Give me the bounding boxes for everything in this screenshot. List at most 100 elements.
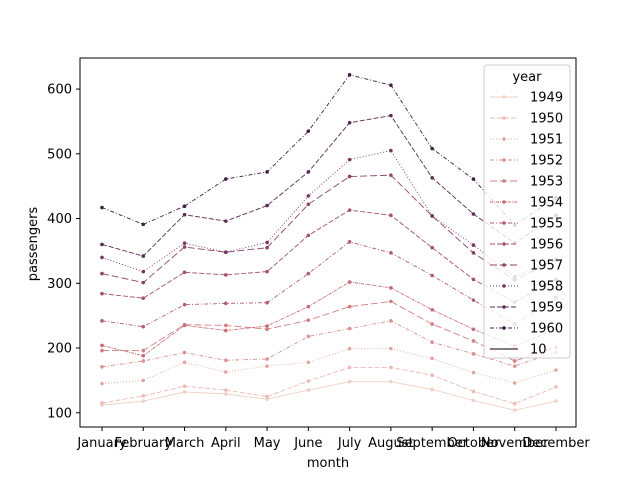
data-point-1959 [141,254,146,258]
data-point-1956 [347,208,352,212]
data-point-1952 [100,364,104,369]
data-point-1960 [306,129,311,133]
data-point-1958 [224,250,228,255]
data-point-1955 [265,300,269,305]
legend-marker [502,179,506,183]
series-lines [100,73,558,412]
x-tick-label: July [337,436,362,451]
data-point-1950 [224,388,228,392]
data-point-1959 [306,170,311,174]
legend-marker [502,158,506,162]
data-point-1953 [265,327,269,332]
data-point-1953 [224,323,228,328]
legend-marker [502,116,506,120]
x-tick-label: September [396,436,469,451]
data-point-1953 [100,348,104,353]
data-point-1960 [182,204,187,209]
legend-marker [502,137,506,141]
legend-label-1951: 1951 [530,133,563,148]
data-point-1957 [471,251,476,255]
data-point-1952 [182,350,187,355]
series-line-1959 [101,115,557,257]
series-line-1949 [101,381,557,411]
data-point-1958 [430,214,434,218]
data-point-1950 [347,365,352,370]
data-point-1951 [430,356,434,361]
data-point-1959 [182,212,187,217]
data-point-1953 [512,359,517,363]
y-tick-label: 500 [47,147,72,162]
data-point-1960 [265,170,269,174]
series-line-1958 [101,150,557,278]
data-point-1954 [224,328,228,333]
data-point-1957 [389,173,393,177]
data-point-1951 [100,381,104,386]
data-point-1959 [471,212,476,216]
data-point-1951 [224,370,228,374]
data-point-1952 [265,357,269,361]
plot-frame [79,57,577,428]
legend-label-1953: 1953 [530,175,563,190]
x-tick-label: April [211,436,241,451]
data-point-1950 [182,384,187,389]
data-point-1951 [389,346,393,351]
data-point-1957 [265,245,269,250]
data-point-1954 [471,327,476,332]
legend-label-1960: 1960 [530,322,563,337]
data-point-1955 [182,302,187,307]
data-point-1953 [471,339,476,343]
data-point-1957 [306,202,311,207]
data-point-1954 [306,304,311,309]
data-point-1954 [265,324,269,328]
data-point-1956 [100,291,104,296]
data-point-1953 [389,299,393,304]
data-point-1958 [141,269,146,274]
data-point-1960 [471,177,476,181]
data-point-1956 [224,273,228,277]
data-point-1958 [389,148,393,153]
series-line-1953 [102,300,557,362]
legend-marker [502,284,506,288]
data-point-1952 [430,340,434,344]
data-point-1959 [430,175,434,180]
data-point-1950 [265,394,269,399]
data-point-1949 [430,387,434,392]
series-line-1960 [101,74,557,226]
data-point-1953 [347,304,352,309]
data-point-1955 [389,251,393,255]
legend-label-1954: 1954 [530,196,563,211]
data-point-1952 [471,352,476,356]
data-point-1953 [306,318,311,322]
data-point-1950 [430,373,434,378]
legend-size-label: 10 [530,343,547,358]
data-point-1949 [306,388,311,392]
axes [79,57,577,428]
data-point-1959 [224,219,228,223]
data-point-1958 [347,157,352,162]
data-point-1956 [430,245,434,250]
data-point-1957 [141,280,146,285]
data-point-1955 [471,298,476,302]
data-point-1950 [141,394,146,398]
data-point-1958 [100,255,104,260]
x-tick-label: January [76,436,127,451]
legend: year 1949 1950 1951 1952 1953 1954 1955 1956 195… [483,64,571,359]
y-tick-label: 300 [47,277,72,292]
legend-marker [502,242,506,246]
data-point-1951 [265,364,269,368]
data-point-1951 [554,368,558,372]
data-point-1951 [182,360,187,365]
data-point-1949 [224,392,228,396]
legend-label-1959: 1959 [530,301,563,316]
data-point-1949 [182,390,187,394]
x-tick-label: May [254,436,281,451]
legend-label-1949: 1949 [530,91,563,106]
data-point-1949 [471,398,476,403]
data-point-1957 [100,271,104,276]
legend-marker [502,263,506,267]
y-axis-label: passengers [26,207,41,282]
legend-label-1956: 1956 [530,238,563,253]
data-point-1949 [265,397,269,401]
y-tick-label: 200 [47,342,72,357]
